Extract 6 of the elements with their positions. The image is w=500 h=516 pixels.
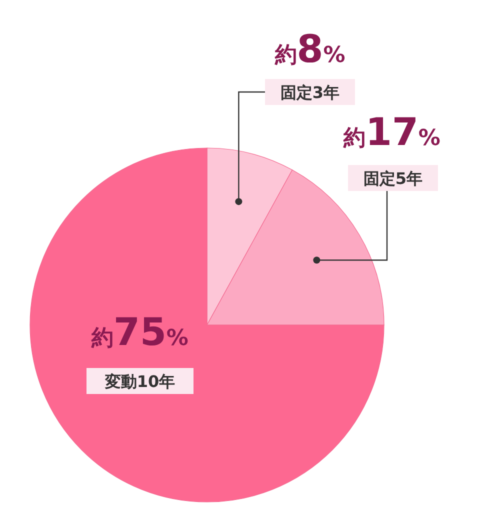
- slice-label: 変動10年: [104, 372, 176, 391]
- slice-label: 固定3年: [280, 83, 340, 102]
- slice-label: 固定5年: [363, 169, 423, 188]
- data-label: 約75%: [90, 310, 188, 354]
- data-label: 約17%: [342, 110, 440, 154]
- data-label: 約8%: [274, 27, 346, 71]
